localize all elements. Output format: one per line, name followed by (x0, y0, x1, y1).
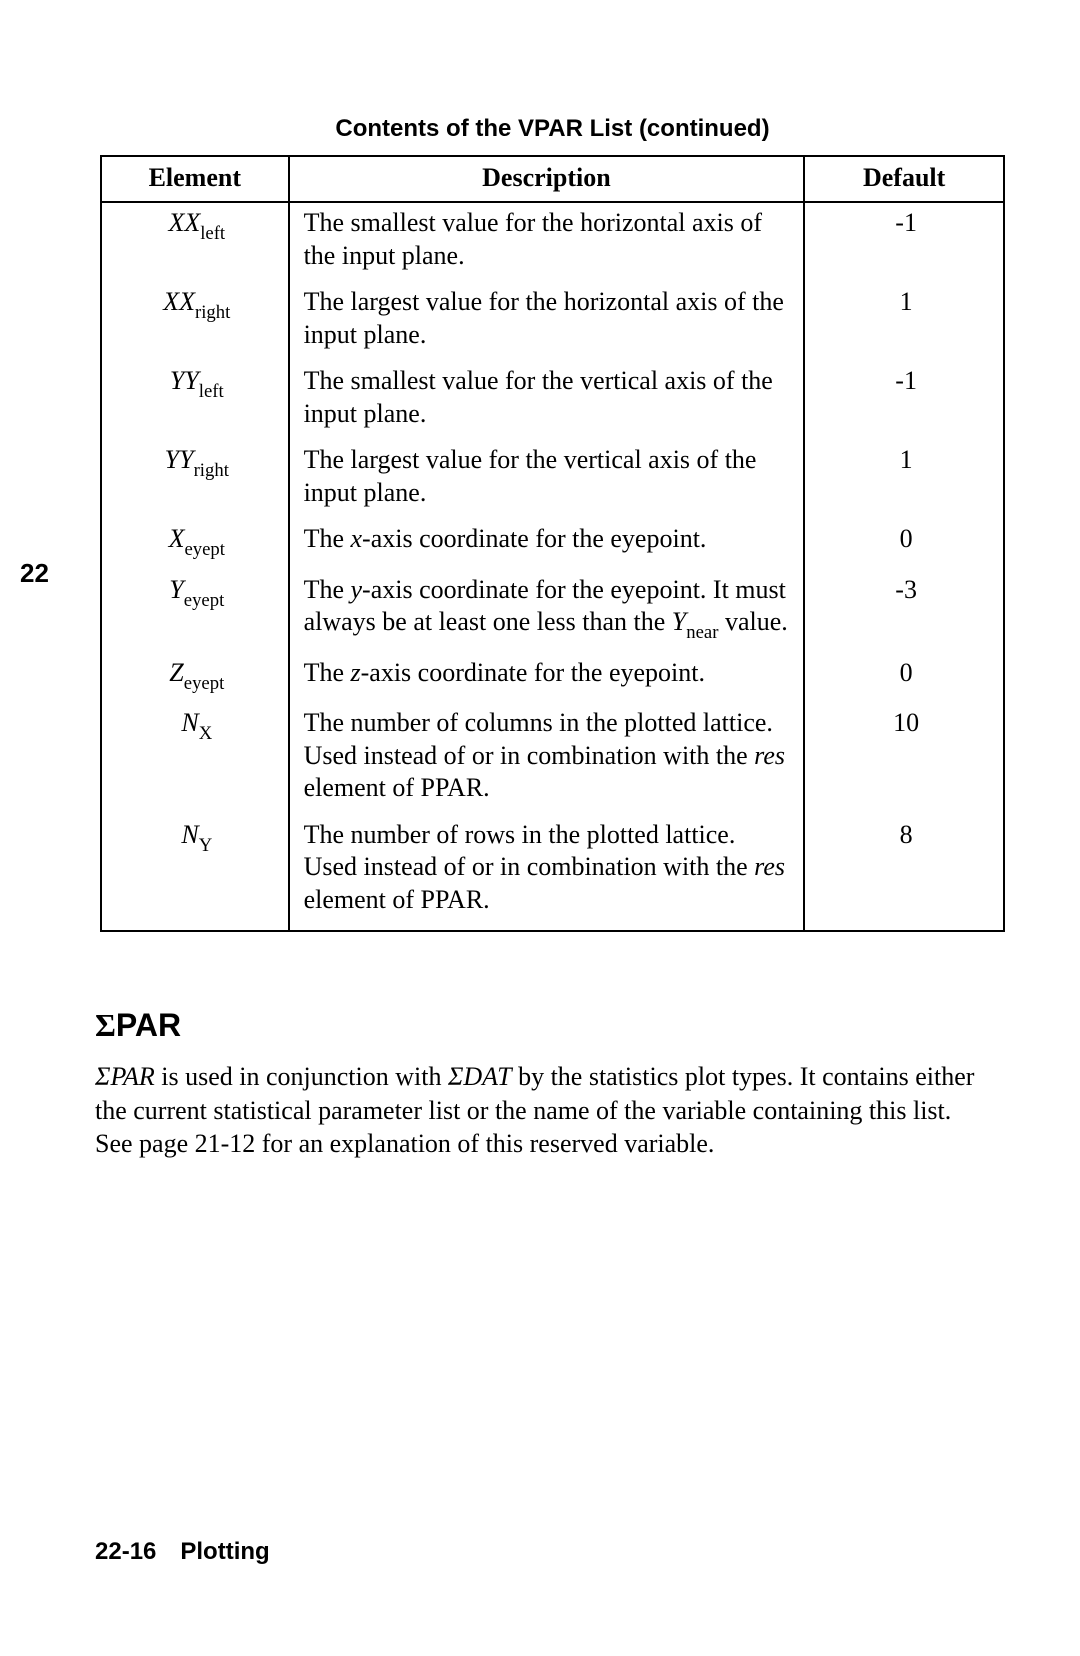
cell-description: The z-axis coordinate for the eyepoint. (289, 653, 805, 704)
vpar-table: Element Description Default XXleftThe sm… (100, 155, 1005, 932)
cell-element: XXright (101, 282, 289, 361)
col-header-description: Description (289, 156, 805, 202)
cell-default: 0 (804, 653, 1004, 704)
cell-element: YYright (101, 440, 289, 519)
cell-description: The largest value for the vertical axis … (289, 440, 805, 519)
cell-description: The largest value for the horizontal axi… (289, 282, 805, 361)
cell-element: NX (101, 703, 289, 815)
table-row: XXrightThe largest value for the horizon… (101, 282, 1004, 361)
cell-default: 0 (804, 519, 1004, 570)
cell-element: NY (101, 815, 289, 932)
section-heading-text: PAR (116, 1007, 181, 1043)
cell-element: Xeyept (101, 519, 289, 570)
cell-default: 1 (804, 282, 1004, 361)
table-header-row: Element Description Default (101, 156, 1004, 202)
cell-element: Yeyept (101, 570, 289, 653)
col-header-element: Element (101, 156, 289, 202)
table-row: ZeyeptThe z-axis coordinate for the eyep… (101, 653, 1004, 704)
page-footer: 22-16 Plotting (95, 1538, 270, 1566)
cell-description: The x-axis coordinate for the eyepoint. (289, 519, 805, 570)
cell-default: -1 (804, 361, 1004, 440)
table-title: Contents of the VPAR List (continued) (95, 115, 1010, 143)
cell-description: The number of columns in the plotted lat… (289, 703, 805, 815)
table-row: YeyeptThe y-axis coordinate for the eyep… (101, 570, 1004, 653)
cell-description: The smallest value for the horizontal ax… (289, 202, 805, 282)
cell-default: 10 (804, 703, 1004, 815)
section-heading-sigma-par: ΣPAR (95, 1007, 1010, 1044)
section-body: ΣPAR is used in conjunction with ΣDAT by… (95, 1060, 985, 1160)
cell-element: Zeyept (101, 653, 289, 704)
cell-description: The y-axis coordinate for the eyepoint. … (289, 570, 805, 653)
cell-description: The number of rows in the plotted lattic… (289, 815, 805, 932)
col-header-default: Default (804, 156, 1004, 202)
cell-default: 1 (804, 440, 1004, 519)
cell-default: 8 (804, 815, 1004, 932)
cell-default: -1 (804, 202, 1004, 282)
cell-element: YYleft (101, 361, 289, 440)
table-row: NXThe number of columns in the plotted l… (101, 703, 1004, 815)
cell-element: XXleft (101, 202, 289, 282)
table-row: XXleftThe smallest value for the horizon… (101, 202, 1004, 282)
table-row: YYrightThe largest value for the vertica… (101, 440, 1004, 519)
page: 22 Contents of the VPAR List (continued)… (0, 0, 1080, 1656)
side-tab-number: 22 (20, 558, 49, 589)
sigma-symbol: Σ (95, 1007, 116, 1043)
table-row: YYleftThe smallest value for the vertica… (101, 361, 1004, 440)
cell-description: The smallest value for the vertical axis… (289, 361, 805, 440)
cell-default: -3 (804, 570, 1004, 653)
table-row: XeyeptThe x-axis coordinate for the eyep… (101, 519, 1004, 570)
table-row: NYThe number of rows in the plotted latt… (101, 815, 1004, 932)
